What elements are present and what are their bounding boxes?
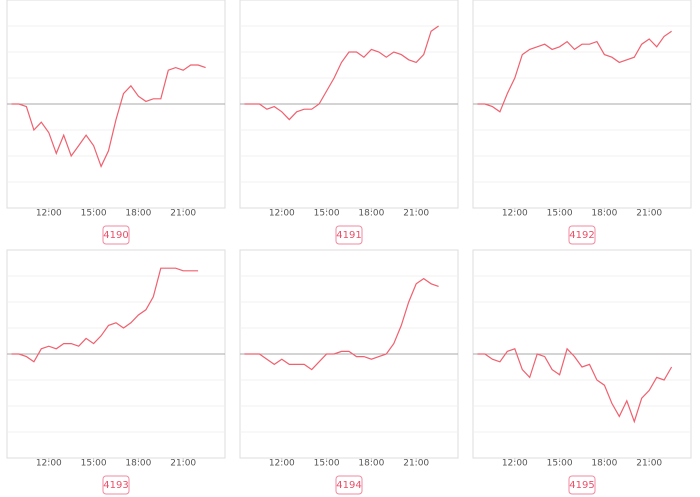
x-tick-label: 21:00 — [636, 459, 662, 469]
title-box[interactable] — [335, 475, 363, 495]
title-box[interactable] — [335, 225, 363, 245]
title-text[interactable]: 4194 — [336, 480, 361, 491]
x-tick-label: 12:00 — [502, 459, 528, 469]
x-tick-label: 18:00 — [591, 209, 617, 219]
title-box[interactable] — [102, 475, 130, 495]
title-text[interactable]: 4190 — [103, 230, 128, 241]
x-tick-label: 12:00 — [36, 459, 62, 469]
x-tick-label: 18:00 — [125, 459, 151, 469]
x-tick-label: 18:00 — [358, 209, 384, 219]
title-text[interactable]: 4195 — [569, 480, 594, 491]
title-text[interactable]: 4192 — [569, 230, 594, 241]
price-line — [477, 347, 673, 424]
title-box[interactable] — [568, 475, 596, 495]
x-tick-label: 12:00 — [269, 209, 295, 219]
title-text[interactable]: 4191 — [336, 230, 361, 241]
x-tick-label: 21:00 — [170, 209, 196, 219]
x-tick-label: 15:00 — [314, 459, 340, 469]
x-tick-label: 15:00 — [547, 209, 573, 219]
x-tick-label: 12:00 — [269, 459, 295, 469]
x-tick-label: 12:00 — [36, 209, 62, 219]
price-line — [244, 277, 439, 371]
price-line — [11, 267, 199, 363]
x-tick-label: 21:00 — [170, 459, 196, 469]
price-line — [11, 64, 206, 168]
x-tick-label: 15:00 — [81, 459, 107, 469]
title-text[interactable]: 4193 — [103, 480, 128, 491]
price-line — [244, 25, 439, 121]
x-tick-label: 21:00 — [403, 209, 429, 219]
x-tick-label: 15:00 — [314, 209, 340, 219]
x-tick-label: 21:00 — [403, 459, 429, 469]
x-tick-label: 18:00 — [591, 459, 617, 469]
price-line — [477, 30, 672, 113]
title-box[interactable] — [568, 225, 596, 245]
x-tick-label: 18:00 — [125, 209, 151, 219]
x-tick-label: 15:00 — [81, 209, 107, 219]
x-tick-label: 15:00 — [547, 459, 573, 469]
title-box[interactable] — [102, 225, 130, 245]
x-tick-label: 12:00 — [502, 209, 528, 219]
x-tick-label: 21:00 — [636, 209, 662, 219]
x-tick-label: 18:00 — [358, 459, 384, 469]
